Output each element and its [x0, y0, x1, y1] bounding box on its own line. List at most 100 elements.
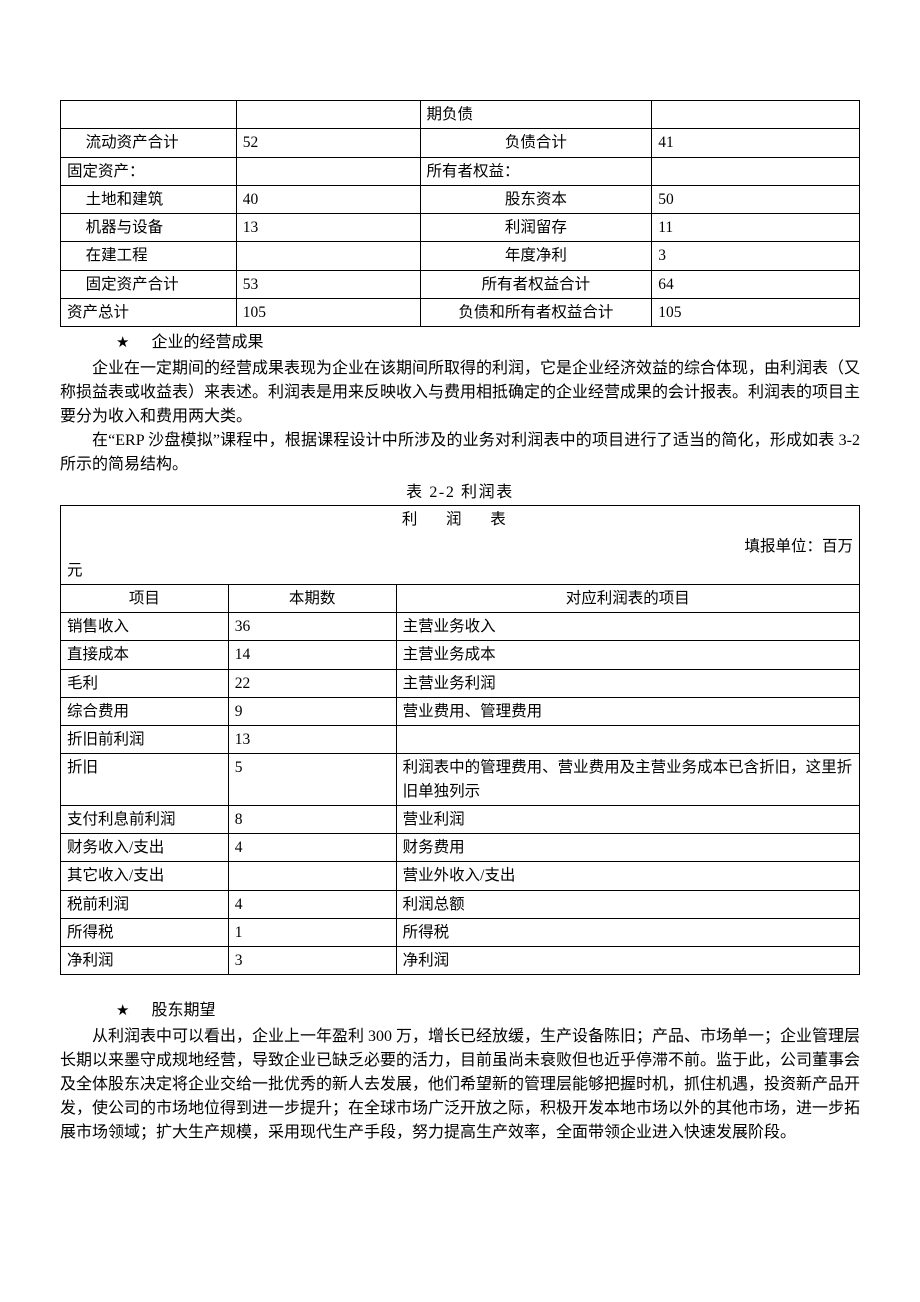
balance-cell-right-value: 41 [652, 129, 860, 157]
balance-cell-left-value: 40 [236, 185, 420, 213]
table-row: 毛利22主营业务利润 [61, 669, 860, 697]
profit-cell-mapping [396, 726, 859, 754]
section-1-heading: 企业的经营成果 [151, 334, 263, 351]
balance-cell-left-label: 流动资产合计 [61, 129, 237, 157]
table-row: 销售收入36主营业务收入 [61, 613, 860, 641]
profit-cell-mapping: 财务费用 [396, 834, 859, 862]
profit-cell-value: 5 [228, 754, 396, 806]
profit-cell-value: 9 [228, 697, 396, 725]
profit-header-1: 项目 [61, 584, 229, 612]
balance-cell-left-value: 13 [236, 214, 420, 242]
balance-cell-right-value: 11 [652, 214, 860, 242]
balance-cell-right-label: 负债合计 [420, 129, 652, 157]
profit-cell-item: 支付利息前利润 [61, 805, 229, 833]
table-row: 综合费用9营业费用、管理费用 [61, 697, 860, 725]
section-1-paragraph-2: 在“ERP 沙盘模拟”课程中，根据课程设计中所涉及的业务对利润表中的项目进行了适… [60, 429, 860, 477]
balance-cell-right-label: 股东资本 [420, 185, 652, 213]
balance-cell-right-label: 利润留存 [420, 214, 652, 242]
profit-cell-value: 13 [228, 726, 396, 754]
table-row: 财务收入/支出4财务费用 [61, 834, 860, 862]
table-row: 资产总计105负债和所有者权益合计105 [61, 298, 860, 326]
profit-cell-value: 1 [228, 918, 396, 946]
balance-cell-left-value [236, 157, 420, 185]
balance-sheet-table: 期负债流动资产合计52负债合计41固定资产：所有者权益：土地和建筑40股东资本5… [60, 100, 860, 327]
profit-cell-value [228, 862, 396, 890]
table-row: 土地和建筑40股东资本50 [61, 185, 860, 213]
profit-cell-mapping: 利润总额 [396, 890, 859, 918]
table-row: 净利润3净利润 [61, 947, 860, 975]
table-row: 机器与设备13利润留存11 [61, 214, 860, 242]
balance-cell-left-label [61, 101, 237, 129]
profit-cell-mapping: 主营业务成本 [396, 641, 859, 669]
profit-cell-item: 财务收入/支出 [61, 834, 229, 862]
section-2-paragraph-1: 从利润表中可以看出，企业上一年盈利 300 万，增长已经放缓，生产设备陈旧；产品… [60, 1025, 860, 1145]
table-row: 固定资产： 所有者权益： [61, 157, 860, 185]
profit-cell-item: 直接成本 [61, 641, 229, 669]
star-icon: ★ [116, 335, 129, 351]
profit-title-row: 利 润 表 [61, 506, 860, 534]
profit-table: 利 润 表 填报单位：百万元 项目 本期数 对应利润表的项目 销售收入36主营业… [60, 505, 860, 975]
profit-cell-value: 4 [228, 834, 396, 862]
profit-table-caption: 表 2-2 利润表 [60, 481, 860, 505]
table-row: 固定资产合计53所有者权益合计64 [61, 270, 860, 298]
profit-table-title: 利 润 表 [67, 508, 853, 531]
profit-cell-item: 折旧 [61, 754, 229, 806]
profit-header-3: 对应利润表的项目 [396, 584, 859, 612]
balance-cell-right-value: 105 [652, 298, 860, 326]
profit-unit-row: 填报单位：百万元 [61, 533, 860, 584]
profit-header-2: 本期数 [228, 584, 396, 612]
balance-cell-right-label: 所有者权益合计 [420, 270, 652, 298]
profit-cell-mapping: 营业外收入/支出 [396, 862, 859, 890]
table-row: 流动资产合计52负债合计41 [61, 129, 860, 157]
balance-cell-left-label: 土地和建筑 [61, 185, 237, 213]
section-1-heading-line: ★ 企业的经营成果 [116, 331, 860, 355]
profit-cell-value: 8 [228, 805, 396, 833]
unit-label-part1: 填报单位：百万 [744, 535, 853, 558]
star-icon: ★ [116, 1003, 129, 1019]
balance-cell-left-value: 53 [236, 270, 420, 298]
table-row: 折旧前利润13 [61, 726, 860, 754]
profit-cell-mapping: 营业费用、管理费用 [396, 697, 859, 725]
profit-cell-value: 3 [228, 947, 396, 975]
balance-cell-right-label: 期负债 [420, 101, 652, 129]
balance-cell-left-value [236, 242, 420, 270]
profit-cell-item: 综合费用 [61, 697, 229, 725]
profit-cell-mapping: 营业利润 [396, 805, 859, 833]
profit-cell-item: 毛利 [61, 669, 229, 697]
balance-cell-left-label: 在建工程 [61, 242, 237, 270]
balance-cell-left-value [236, 101, 420, 129]
section-2-heading-line: ★ 股东期望 [116, 999, 860, 1023]
balance-cell-left-value: 105 [236, 298, 420, 326]
balance-cell-right-value: 64 [652, 270, 860, 298]
profit-cell-value: 22 [228, 669, 396, 697]
profit-cell-value: 4 [228, 890, 396, 918]
table-row: 在建工程年度净利3 [61, 242, 860, 270]
balance-cell-left-label: 固定资产合计 [61, 270, 237, 298]
profit-cell-mapping: 净利润 [396, 947, 859, 975]
balance-cell-right-value [652, 101, 860, 129]
balance-cell-right-label: 年度净利 [420, 242, 652, 270]
table-row: 税前利润4利润总额 [61, 890, 860, 918]
table-row: 支付利息前利润8营业利润 [61, 805, 860, 833]
balance-cell-left-label: 固定资产： [61, 157, 237, 185]
table-row: 其它收入/支出 营业外收入/支出 [61, 862, 860, 890]
section-1-paragraph-1: 企业在一定期间的经营成果表现为企业在该期间所取得的利润，它是企业经济效益的综合体… [60, 357, 860, 429]
profit-cell-mapping: 所得税 [396, 918, 859, 946]
profit-cell-item: 折旧前利润 [61, 726, 229, 754]
profit-header-row: 项目 本期数 对应利润表的项目 [61, 584, 860, 612]
table-row: 期负债 [61, 101, 860, 129]
balance-cell-right-label: 所有者权益： [420, 157, 652, 185]
profit-unit-label: 填报单位：百万元 [67, 535, 853, 582]
balance-cell-right-value: 50 [652, 185, 860, 213]
table-row: 所得税1所得税 [61, 918, 860, 946]
table-row: 直接成本14主营业务成本 [61, 641, 860, 669]
profit-cell-mapping: 主营业务利润 [396, 669, 859, 697]
balance-cell-left-label: 机器与设备 [61, 214, 237, 242]
profit-cell-item: 其它收入/支出 [61, 862, 229, 890]
profit-cell-value: 36 [228, 613, 396, 641]
table-row: 折旧5利润表中的管理费用、营业费用及主营业务成本已含折旧，这里折旧单独列示 [61, 754, 860, 806]
balance-cell-right-value [652, 157, 860, 185]
profit-cell-mapping: 主营业务收入 [396, 613, 859, 641]
section-2-heading: 股东期望 [151, 1002, 215, 1019]
balance-cell-left-value: 52 [236, 129, 420, 157]
